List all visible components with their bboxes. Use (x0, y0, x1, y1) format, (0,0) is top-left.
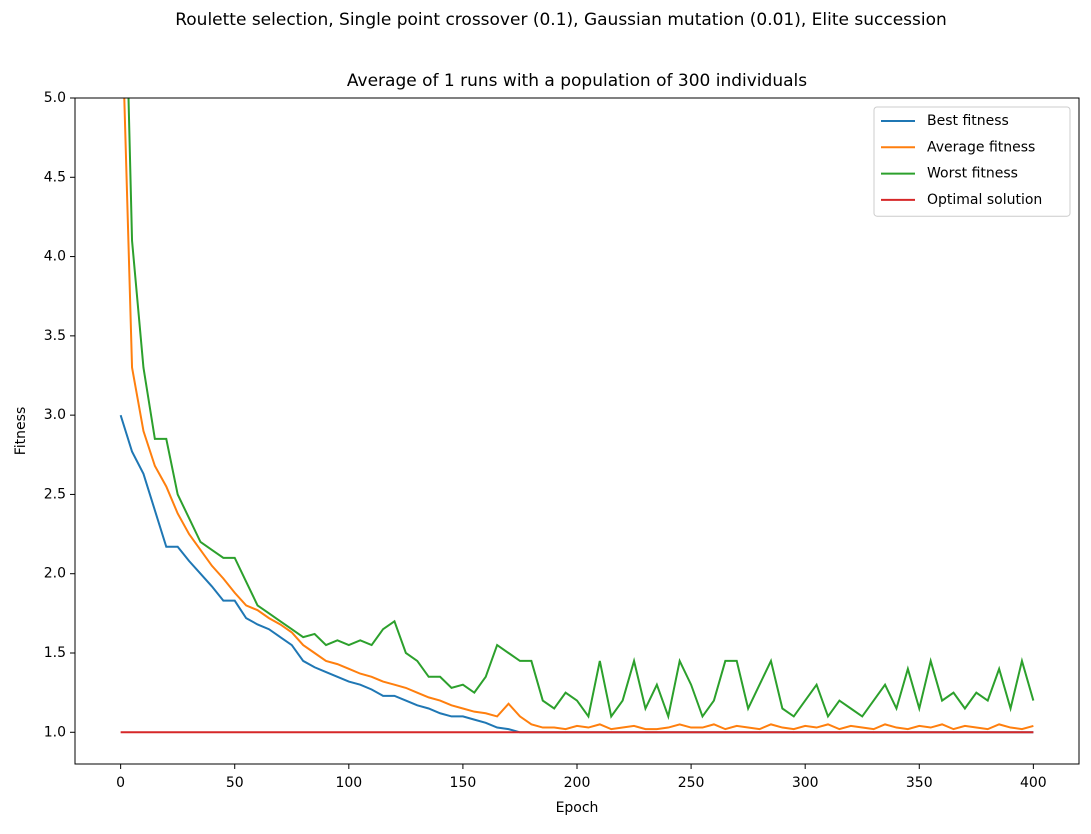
y-tick-label: 2.5 (44, 486, 66, 502)
legend-label: Average fitness (927, 139, 1035, 155)
chart-title: Average of 1 runs with a population of 3… (347, 71, 807, 91)
x-tick-label: 0 (116, 775, 125, 791)
y-tick-label: 4.0 (44, 249, 66, 265)
x-tick-label: 350 (906, 775, 933, 791)
suptitle: Roulette selection, Single point crossov… (175, 10, 947, 30)
legend-label: Worst fitness (927, 166, 1018, 182)
x-axis-label: Epoch (556, 800, 599, 816)
series-line (127, 98, 1035, 721)
x-tick-label: 400 (1020, 775, 1047, 791)
legend-label: Best fitness (927, 113, 1009, 129)
y-tick-label: 4.5 (44, 169, 66, 185)
legend-box (873, 106, 1071, 217)
legend-label: Optimal solution (927, 192, 1042, 208)
series-line (123, 98, 1034, 731)
x-tick-label: 200 (564, 775, 591, 791)
x-tick-label: 50 (226, 775, 244, 791)
y-tick-label: 3.5 (44, 328, 66, 344)
x-tick-label: 100 (335, 775, 362, 791)
x-tick-label: 250 (678, 775, 705, 791)
x-tick-label: 150 (450, 775, 477, 791)
series-line (119, 414, 1034, 734)
y-axis-label: Fitness (13, 407, 29, 456)
y-tick-label: 1.0 (44, 724, 66, 740)
plot-area (119, 98, 1035, 734)
x-tick-label: 300 (792, 775, 819, 791)
y-tick-label: 3.0 (44, 407, 66, 423)
y-tick-label: 5.0 (44, 90, 66, 106)
y-tick-label: 2.0 (44, 566, 66, 582)
plot-frame (74, 97, 1080, 765)
y-tick-label: 1.5 (44, 645, 66, 661)
